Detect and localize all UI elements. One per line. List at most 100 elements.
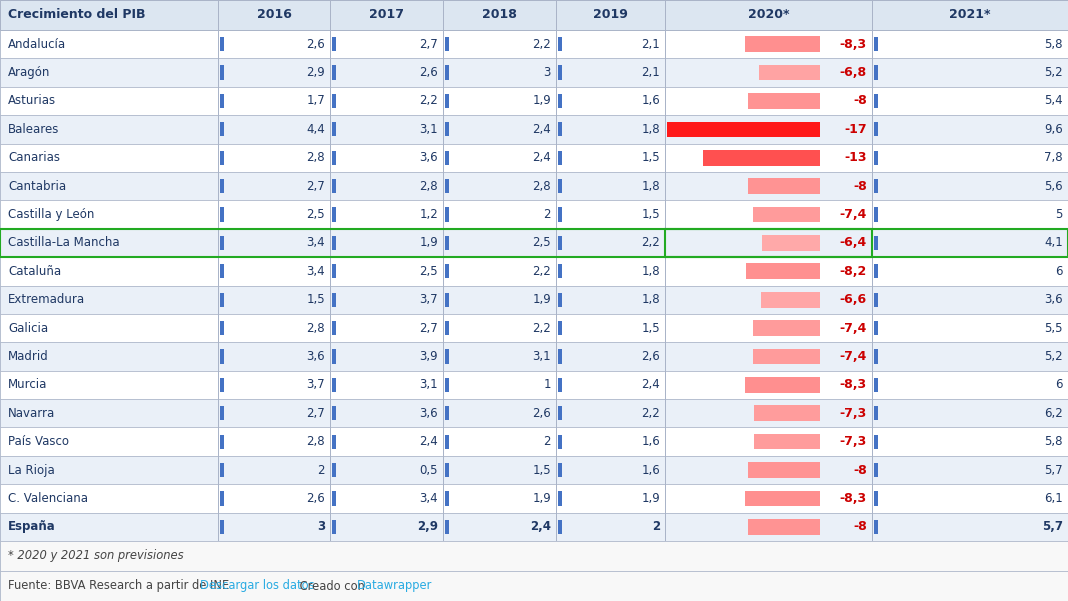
Text: 9,6: 9,6 xyxy=(1045,123,1063,136)
Text: 2,7: 2,7 xyxy=(307,407,325,419)
Bar xyxy=(0,541,1068,571)
Bar xyxy=(557,207,562,222)
Bar xyxy=(332,406,336,420)
Text: 2,5: 2,5 xyxy=(307,208,325,221)
Text: 3,4: 3,4 xyxy=(307,265,325,278)
Text: 1,9: 1,9 xyxy=(532,293,551,306)
Bar xyxy=(332,435,336,449)
Text: -13: -13 xyxy=(845,151,867,164)
Text: 2,2: 2,2 xyxy=(532,38,551,50)
Text: -8,3: -8,3 xyxy=(839,38,867,50)
Text: 3,7: 3,7 xyxy=(307,379,325,391)
Bar xyxy=(763,235,820,251)
Text: 3,4: 3,4 xyxy=(420,492,438,505)
Text: Datawrapper: Datawrapper xyxy=(357,579,431,593)
Bar xyxy=(557,349,562,364)
Bar xyxy=(445,378,449,392)
Bar xyxy=(668,121,820,137)
Text: 5: 5 xyxy=(1055,208,1063,221)
Text: 2: 2 xyxy=(317,463,325,477)
Text: 5,8: 5,8 xyxy=(1045,435,1063,448)
Bar xyxy=(445,236,449,250)
Text: 2017: 2017 xyxy=(370,8,404,22)
Bar xyxy=(874,492,878,505)
Bar xyxy=(557,378,562,392)
Bar xyxy=(748,519,820,535)
Bar xyxy=(220,378,224,392)
Bar xyxy=(665,229,871,257)
Text: -8: -8 xyxy=(853,94,867,108)
Text: 1,6: 1,6 xyxy=(641,463,660,477)
Bar xyxy=(745,490,820,506)
Text: 3: 3 xyxy=(544,66,551,79)
Text: 2,8: 2,8 xyxy=(307,435,325,448)
Bar xyxy=(557,435,562,449)
Bar xyxy=(0,456,1068,484)
Text: 2,5: 2,5 xyxy=(532,236,551,249)
Text: Descargar los datos: Descargar los datos xyxy=(200,579,314,593)
Bar xyxy=(445,349,449,364)
Text: Galicia: Galicia xyxy=(7,322,48,335)
Bar xyxy=(874,349,878,364)
Text: 2: 2 xyxy=(544,208,551,221)
Bar xyxy=(874,264,878,278)
Text: Navarra: Navarra xyxy=(7,407,56,419)
Bar xyxy=(0,144,1068,172)
Text: 1,5: 1,5 xyxy=(642,322,660,335)
Text: España: España xyxy=(7,520,56,533)
Text: 3,6: 3,6 xyxy=(420,151,438,164)
Bar xyxy=(557,406,562,420)
Bar xyxy=(332,122,336,136)
Bar xyxy=(874,378,878,392)
Text: 2021*: 2021* xyxy=(949,8,991,22)
Bar xyxy=(748,462,820,478)
Bar xyxy=(557,236,562,250)
Bar xyxy=(874,236,878,250)
Bar xyxy=(557,463,562,477)
Text: 2,4: 2,4 xyxy=(420,435,438,448)
Bar xyxy=(745,37,820,52)
Bar xyxy=(220,293,224,307)
Text: 2,2: 2,2 xyxy=(532,322,551,335)
Bar xyxy=(753,320,820,336)
Bar xyxy=(874,37,878,51)
Bar xyxy=(0,0,1068,30)
Text: 1,9: 1,9 xyxy=(641,492,660,505)
Text: 2,4: 2,4 xyxy=(532,123,551,136)
Text: 5,6: 5,6 xyxy=(1045,180,1063,193)
Bar xyxy=(0,285,1068,314)
Text: 5,5: 5,5 xyxy=(1045,322,1063,335)
Text: 2,4: 2,4 xyxy=(530,520,551,533)
Text: 2,6: 2,6 xyxy=(420,66,438,79)
Bar xyxy=(874,406,878,420)
Bar xyxy=(332,179,336,194)
Bar xyxy=(220,151,224,165)
Text: 2,8: 2,8 xyxy=(307,151,325,164)
Bar xyxy=(557,520,562,534)
Bar xyxy=(445,94,449,108)
Bar xyxy=(220,520,224,534)
Text: 0,5: 0,5 xyxy=(420,463,438,477)
Bar xyxy=(874,66,878,80)
Bar xyxy=(332,94,336,108)
Text: 2,1: 2,1 xyxy=(641,38,660,50)
Bar xyxy=(557,122,562,136)
Text: Murcia: Murcia xyxy=(7,379,47,391)
Bar xyxy=(445,207,449,222)
Text: -8: -8 xyxy=(853,463,867,477)
Bar xyxy=(0,200,1068,229)
Text: -7,4: -7,4 xyxy=(839,322,867,335)
Bar xyxy=(557,179,562,194)
Bar xyxy=(874,321,878,335)
Text: 2,2: 2,2 xyxy=(641,236,660,249)
Text: -8,2: -8,2 xyxy=(839,265,867,278)
Bar xyxy=(220,463,224,477)
Text: Cantabria: Cantabria xyxy=(7,180,66,193)
Bar xyxy=(332,321,336,335)
Text: 3,6: 3,6 xyxy=(1045,293,1063,306)
Bar xyxy=(445,151,449,165)
Bar xyxy=(748,178,820,194)
Text: Madrid: Madrid xyxy=(7,350,49,363)
Text: 6: 6 xyxy=(1055,379,1063,391)
Bar xyxy=(754,434,820,450)
